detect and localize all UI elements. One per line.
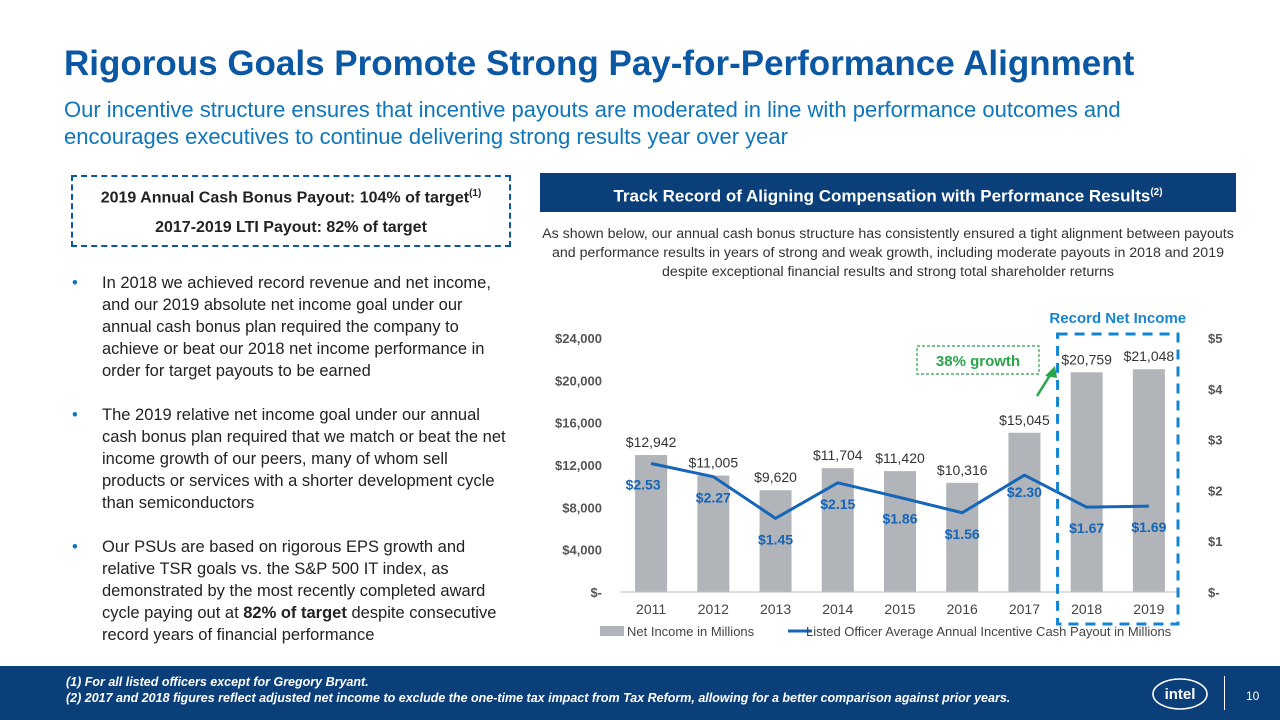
y-left-tick-label: $8,000 <box>562 500 602 515</box>
line-data-label: $2.15 <box>820 496 855 512</box>
bar-net-income <box>1132 369 1165 592</box>
y-right-tick-label: $- <box>1208 585 1220 600</box>
page-subtitle: Our incentive structure ensures that inc… <box>64 97 1121 149</box>
bullet-item: • The 2019 relative net income goal under… <box>72 406 506 512</box>
svg-text:intel: intel <box>1165 686 1196 703</box>
intel-logo-icon: intel <box>1152 678 1208 710</box>
y-left-tick-label: $24,000 <box>555 331 602 346</box>
x-tick-label: 2012 <box>698 601 729 617</box>
bar-net-income <box>635 455 668 592</box>
growth-arrow-head-icon <box>1045 366 1057 378</box>
bar-net-income <box>1070 372 1103 592</box>
bullet-dot-icon: • <box>72 274 78 292</box>
line-data-label: $1.67 <box>1069 520 1104 536</box>
bar-data-label: $12,942 <box>626 434 677 450</box>
x-tick-label: 2013 <box>760 601 791 617</box>
line-data-label: $1.69 <box>1131 519 1166 535</box>
y-right-tick-label: $4 <box>1208 382 1223 397</box>
x-tick-label: 2018 <box>1071 601 1102 617</box>
bar-net-income <box>697 475 730 592</box>
page-number: 10 <box>1246 689 1260 703</box>
growth-annotation-box <box>916 345 1040 375</box>
bar-data-label: $11,704 <box>813 447 863 463</box>
bar-data-label: $21,048 <box>1124 348 1175 364</box>
bullet-item: • Our PSUs are based on rigorous EPS grow… <box>72 538 497 644</box>
x-tick-label: 2011 <box>636 601 666 617</box>
bar-data-label: $10,316 <box>937 462 988 478</box>
bar-data-label: $15,045 <box>999 412 1050 428</box>
footnote-1: (1) For all listed officers except for G… <box>66 675 369 689</box>
footer-bar <box>0 666 1280 720</box>
y-right-tick-label: $1 <box>1208 534 1222 549</box>
page-title: Rigorous Goals Promote Strong Pay-for-Pe… <box>64 44 1135 83</box>
legend-bar-swatch <box>600 626 624 636</box>
y-left-tick-label: $20,000 <box>555 373 602 388</box>
line-data-label: $1.56 <box>945 526 980 542</box>
bar-net-income <box>884 471 916 592</box>
bar-data-label: $20,759 <box>1061 351 1112 367</box>
bar-data-label: $9,620 <box>754 469 797 485</box>
payout-line-series <box>650 462 1149 520</box>
footer-divider <box>1224 676 1225 710</box>
bullet-list: • In 2018 we achieved record revenue and … <box>72 272 512 668</box>
y-right-tick-label: $5 <box>1208 331 1222 346</box>
line-data-label: $2.27 <box>696 490 731 506</box>
footnote-2: (2) 2017 and 2018 figures reflect adjust… <box>66 691 1011 705</box>
legend-bar-label: Net Income in Millions <box>627 624 755 639</box>
y-right-tick-label: $2 <box>1208 483 1222 498</box>
y-left-tick-label: $- <box>590 585 602 600</box>
y-left-tick-label: $4,000 <box>562 543 602 558</box>
x-tick-label: 2016 <box>947 601 978 617</box>
bar-net-income <box>946 482 979 592</box>
bar-net-income <box>759 490 792 592</box>
line-data-label: $1.45 <box>758 531 793 547</box>
bar-data-label: $11,005 <box>689 455 739 471</box>
growth-annotation-label: 38% growth <box>936 353 1020 370</box>
line-data-label: $1.86 <box>882 511 917 527</box>
record-highlight-box <box>1056 332 1180 626</box>
x-tick-label: 2017 <box>1009 601 1040 617</box>
legend-line-label: Listed Officer Average Annual Incentive … <box>806 624 1172 639</box>
record-net-income-label: Record Net Income <box>1049 310 1186 327</box>
y-right-tick-label: $3 <box>1208 433 1222 448</box>
line-data-label: $2.53 <box>626 476 661 492</box>
y-left-tick-label: $16,000 <box>555 416 602 431</box>
x-tick-label: 2014 <box>822 601 853 617</box>
bar-net-income <box>1008 432 1041 592</box>
callout-line-1: 2019 Annual Cash Bonus Payout: 104% of t… <box>100 188 482 207</box>
panel-header: Track Record of Aligning Compensation wi… <box>540 173 1236 212</box>
y-left-tick-label: $12,000 <box>555 458 602 473</box>
payout-callout: 2019 Annual Cash Bonus Payout: 104% of t… <box>71 175 511 247</box>
callout-line-2: 2017-2019 LTI Payout: 82% of target <box>155 219 427 237</box>
line-data-label: $2.30 <box>1007 484 1042 500</box>
net-income-payout-chart: $- $4,000 $8,000 $12,000 $16,000 $20,000 $24,0… <box>555 310 1223 639</box>
panel-description: As shown below, our annual cash bonus st… <box>542 226 1234 280</box>
x-tick-label: 2015 <box>884 601 915 617</box>
bar-data-label: $11,420 <box>875 450 925 466</box>
x-tick-label: 2019 <box>1133 601 1164 617</box>
bullet-item: • In 2018 we achieved record revenue and … <box>72 274 491 380</box>
bullet-dot-icon: • <box>72 406 78 424</box>
bullet-dot-icon: • <box>72 538 78 556</box>
